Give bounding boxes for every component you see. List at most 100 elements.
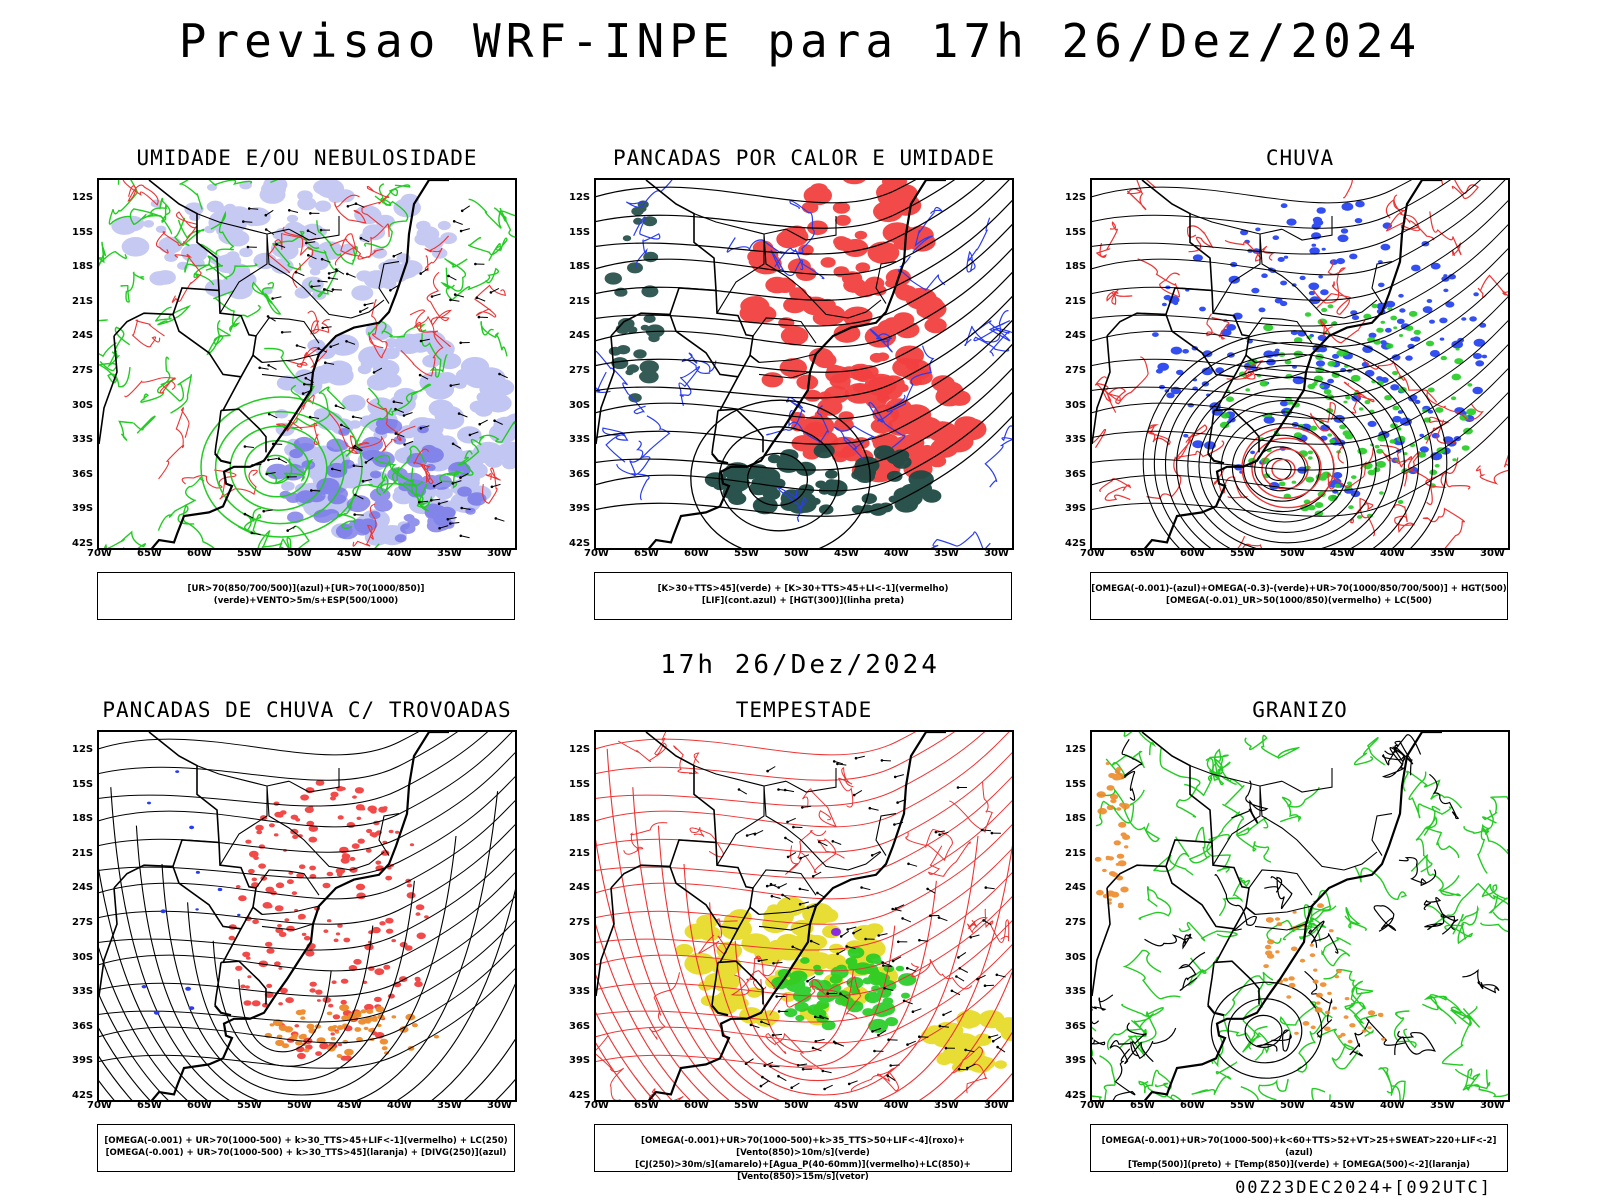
latitude-tick-label: 42S: [569, 1090, 591, 1101]
streamline: [99, 732, 513, 828]
field-cell: [1311, 243, 1317, 247]
wind-vector-head: [403, 443, 406, 446]
field-cell: [1413, 329, 1421, 335]
field-cell: [684, 952, 716, 975]
field-cell: [633, 349, 647, 359]
field-cell: [886, 451, 905, 465]
field-cell: [1355, 200, 1365, 208]
field-cell: [1307, 504, 1316, 511]
contour-line: [1398, 856, 1437, 887]
wind-vector-head: [880, 759, 884, 762]
state-border: [196, 213, 268, 314]
field-cell: [1392, 370, 1399, 376]
country-border: [1211, 290, 1250, 356]
field-cell: [1350, 374, 1361, 382]
longitude-tick-label: 40W: [884, 548, 909, 559]
field-cell: [243, 1000, 252, 1006]
streamline: [1092, 180, 1413, 204]
wind-vector-head: [770, 894, 774, 898]
wind-vector-head: [319, 228, 323, 232]
longitude-tick-label: 60W: [187, 548, 212, 559]
wind-vector: [450, 522, 460, 524]
wind-vector: [469, 431, 479, 436]
field-cell: [684, 923, 708, 940]
longitude-tick-label: 70W: [1080, 1100, 1105, 1111]
wind-vector-head: [819, 1014, 822, 1018]
field-cell: [1166, 392, 1175, 399]
field-cell: [1432, 350, 1439, 355]
wind-vector: [251, 532, 261, 536]
wind-vector-head: [498, 372, 501, 376]
contour-line: [1342, 180, 1353, 199]
field-cell: [493, 416, 515, 434]
wind-vector-head: [303, 382, 306, 386]
map-borders: [596, 180, 946, 548]
wind-vector: [353, 416, 363, 419]
country-border: [113, 864, 174, 889]
state-border: [1189, 765, 1261, 866]
contour-line: [1186, 956, 1219, 986]
field-cell: [275, 1039, 285, 1047]
contour-line: [258, 454, 293, 485]
water-contours: [596, 732, 1010, 1100]
state-border: [261, 905, 320, 915]
longitude-tick-label: 30W: [1480, 1100, 1505, 1111]
field-cell: [1109, 794, 1119, 800]
field-cell: [247, 975, 252, 979]
longitude-tick-label: 45W: [834, 1100, 859, 1111]
forecast-map: [594, 178, 1014, 550]
latitude-tick-label: 24S: [569, 330, 591, 342]
field-cell: [1323, 1026, 1331, 1032]
field-cell: [1378, 282, 1385, 288]
wind-vector: [452, 480, 462, 484]
field-cell: [308, 255, 329, 271]
field-cell: [1118, 821, 1127, 828]
contour-line: [426, 271, 453, 326]
field-cell: [342, 853, 348, 857]
wind-vector-head: [871, 1030, 874, 1033]
wind-vector: [278, 458, 288, 464]
longitude-tick-label: 55W: [237, 1100, 262, 1111]
wind-vector-head: [271, 297, 274, 300]
field-cell: [1293, 432, 1303, 439]
state-border: [350, 299, 385, 319]
latitude-tick-label: 21S: [569, 295, 591, 307]
field-cell: [1263, 964, 1269, 969]
wind-vector: [951, 990, 961, 996]
field-cell: [1121, 803, 1130, 810]
wind-vector-head: [761, 1075, 764, 1079]
field-cell: [1451, 373, 1462, 381]
wind-vector-head: [446, 518, 450, 521]
contour-line: [1415, 815, 1438, 873]
wind-vector-head: [893, 823, 896, 826]
contour-line: [155, 211, 198, 254]
wind-vector: [959, 967, 969, 973]
wind-vector: [878, 933, 888, 936]
latitude-tick-label: 18S: [72, 813, 94, 825]
field-cell: [994, 1060, 1007, 1069]
field-cell: [1114, 772, 1125, 780]
field-cell: [1430, 262, 1441, 270]
field-cell: [1202, 350, 1213, 358]
wind-vector-head: [392, 400, 396, 403]
country-border: [214, 410, 222, 454]
field-cell: [779, 358, 807, 378]
wind-vector: [985, 887, 995, 890]
latitude-tick-label: 36S: [569, 468, 591, 480]
field-cell: [1116, 807, 1122, 811]
field-cell: [188, 1006, 195, 1010]
wind-vector-head: [459, 341, 463, 345]
field-cell: [1311, 382, 1318, 387]
contour-line: [108, 180, 139, 225]
wind-vector-head: [468, 433, 472, 437]
wind-vector-head: [304, 376, 308, 380]
wind-vector: [881, 759, 891, 762]
wind-vector-head: [353, 444, 357, 448]
field-cell: [1397, 500, 1404, 504]
legend-box: [UR>70(850/700/500)](azul)+[UR>70(1000/8…: [97, 572, 515, 620]
field-cell: [1259, 380, 1269, 387]
longitude-tick-label: 70W: [87, 1100, 112, 1111]
contour-line: [1109, 1040, 1154, 1065]
field-cell: [1374, 444, 1380, 449]
contour-line: [118, 415, 156, 441]
